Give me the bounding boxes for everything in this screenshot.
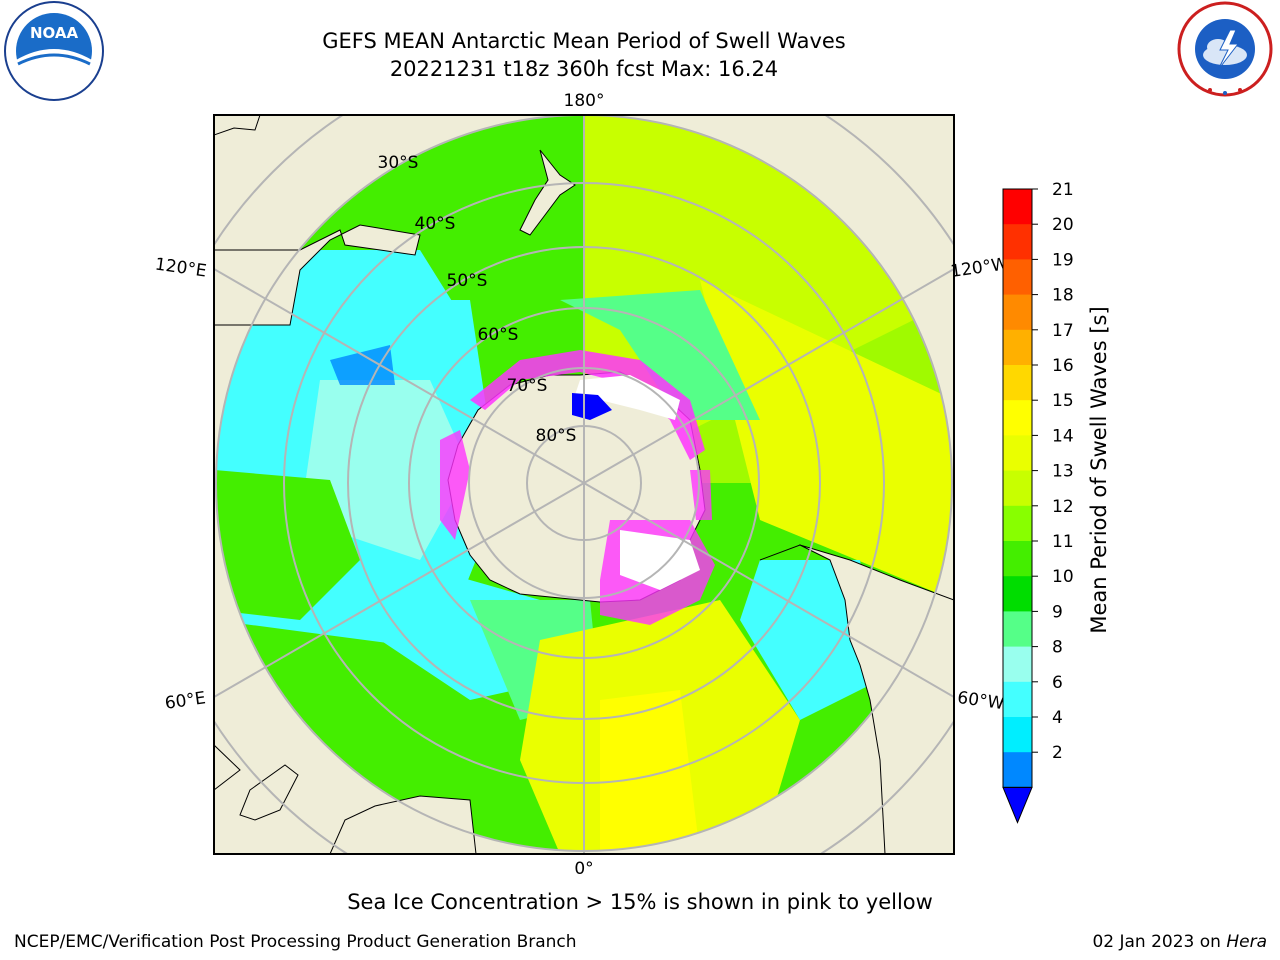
colorbar-tick-label: 2 xyxy=(1052,743,1063,763)
south-america-coast xyxy=(759,544,954,854)
colorbar-tick-label: 21 xyxy=(1052,180,1074,200)
title-line-1: GEFS MEAN Antarctic Mean Period of Swell… xyxy=(322,29,846,53)
indian-ocean-coast xyxy=(214,744,241,791)
sea-ice-band-left xyxy=(440,430,470,540)
footer-date-text: 02 Jan 2023 on xyxy=(1092,932,1227,952)
colorbar-block xyxy=(1003,681,1032,718)
colorbar-tick-label: 4 xyxy=(1052,708,1063,728)
sea-ice-band-top xyxy=(470,350,705,460)
footer-branch: NCEP/EMC/Verification Post Processing Pr… xyxy=(14,932,577,952)
colorbar-tick-label: 10 xyxy=(1052,567,1074,587)
lat-label-50s: 50°S xyxy=(447,271,488,291)
colorbar-block xyxy=(1003,576,1032,612)
tasmania-top-left xyxy=(214,115,261,136)
colorbar-block xyxy=(1003,294,1032,331)
colorbar-block xyxy=(1003,224,1032,260)
svg-text:NOAA: NOAA xyxy=(30,24,79,42)
madagascar xyxy=(239,764,299,821)
colorbar-tick-label: 15 xyxy=(1052,391,1074,411)
colorbar-block xyxy=(1003,259,1032,296)
footer-date: 02 Jan 2023 on Hera xyxy=(1092,932,1267,952)
colorbar-block xyxy=(1003,329,1032,366)
colorbar-tick-label: 6 xyxy=(1052,673,1063,693)
colorbar-tick-label: 18 xyxy=(1052,286,1074,306)
lon-label-0: 0° xyxy=(574,859,593,879)
high-period-patch xyxy=(572,393,612,420)
colorbar-tick-label: 16 xyxy=(1052,356,1074,376)
colorbar-tick-label: 13 xyxy=(1052,462,1074,482)
lat-label-30s: 30°S xyxy=(378,153,419,173)
colorbar-block xyxy=(1003,435,1032,472)
colorbar-tick-label: 14 xyxy=(1052,426,1074,446)
new-zealand xyxy=(519,149,576,236)
colorbar-blocks xyxy=(1002,188,1033,824)
colorbar-label: Mean Period of Swell Waves [s] xyxy=(1087,306,1111,633)
colorbar-tick-label: 12 xyxy=(1052,497,1074,517)
colorbar-ticks: 21 20 19 18 17 16 15 14 13 12 11 10 9 8 6 4 2 xyxy=(1032,180,1074,763)
colorbar-tick-label: 8 xyxy=(1052,638,1063,658)
colorbar-extend-triangle xyxy=(1002,786,1033,824)
colorbar-tick-label: 11 xyxy=(1052,532,1074,552)
footer-machine: Hera xyxy=(1226,932,1267,952)
chart-title: GEFS MEAN Antarctic Mean Period of Swell… xyxy=(322,27,846,83)
lat-label-80s: 80°S xyxy=(536,426,577,446)
colorbar-block xyxy=(1003,365,1032,401)
noaa-logo: NOAA xyxy=(4,1,104,101)
map-frame xyxy=(213,114,955,855)
colorbar-block xyxy=(1003,541,1032,577)
colorbar-block xyxy=(1003,646,1032,683)
lat-label-40s: 40°S xyxy=(415,214,456,234)
lat-label-60s: 60°S xyxy=(478,325,519,345)
colorbar-block xyxy=(1003,717,1032,753)
colorbar-block xyxy=(1003,400,1032,436)
graticule xyxy=(214,115,954,854)
colorbar-tick-label: 9 xyxy=(1052,602,1063,622)
colorbar-tick-label: 20 xyxy=(1052,215,1074,235)
colorbar-block xyxy=(1003,752,1032,788)
colorbar-tick-label: 19 xyxy=(1052,250,1074,270)
colorbar-frame xyxy=(1002,188,1033,788)
title-line-2: 20221231 t18z 360h fcst Max: 16.24 xyxy=(389,57,779,81)
lat-label-70s: 70°S xyxy=(507,376,548,396)
lon-label-180: 180° xyxy=(564,91,605,111)
nws-logo xyxy=(1177,1,1273,97)
africa-coast xyxy=(329,795,477,854)
colorbar-block xyxy=(1003,189,1032,225)
sea-ice-core-top xyxy=(575,375,680,420)
sea-ice-caption: Sea Ice Concentration > 15% is shown in … xyxy=(347,890,933,914)
colorbar-block xyxy=(1003,611,1032,648)
colorbar-tick-label: 17 xyxy=(1052,321,1074,341)
colorbar-block xyxy=(1003,505,1032,542)
colorbar-block xyxy=(1003,470,1032,507)
